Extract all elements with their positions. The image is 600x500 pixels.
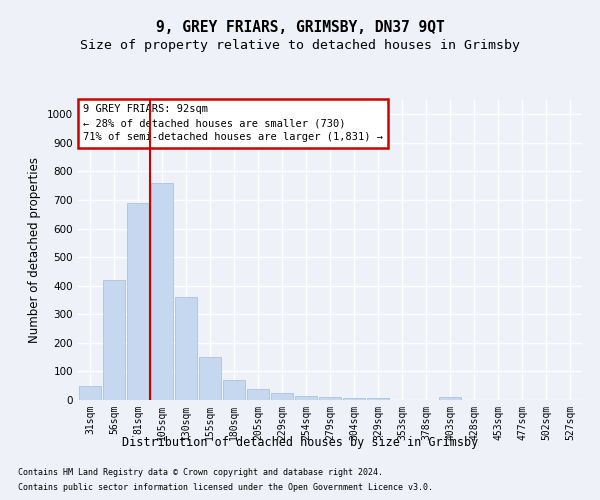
- Text: Contains public sector information licensed under the Open Government Licence v3: Contains public sector information licen…: [18, 483, 433, 492]
- Bar: [295, 396, 317, 400]
- Bar: [199, 357, 221, 400]
- Bar: [151, 183, 173, 400]
- Text: Size of property relative to detached houses in Grimsby: Size of property relative to detached ho…: [80, 38, 520, 52]
- Bar: [319, 396, 341, 400]
- Y-axis label: Number of detached properties: Number of detached properties: [28, 157, 41, 343]
- Text: 9 GREY FRIARS: 92sqm
← 28% of detached houses are smaller (730)
71% of semi-deta: 9 GREY FRIARS: 92sqm ← 28% of detached h…: [83, 104, 383, 142]
- Bar: [223, 380, 245, 400]
- Bar: [367, 398, 389, 400]
- Text: Distribution of detached houses by size in Grimsby: Distribution of detached houses by size …: [122, 436, 478, 449]
- Bar: [343, 398, 365, 400]
- Bar: [439, 397, 461, 400]
- Bar: [103, 280, 125, 400]
- Bar: [247, 388, 269, 400]
- Bar: [127, 203, 149, 400]
- Text: 9, GREY FRIARS, GRIMSBY, DN37 9QT: 9, GREY FRIARS, GRIMSBY, DN37 9QT: [155, 20, 445, 35]
- Bar: [271, 393, 293, 400]
- Text: Contains HM Land Registry data © Crown copyright and database right 2024.: Contains HM Land Registry data © Crown c…: [18, 468, 383, 477]
- Bar: [79, 386, 101, 400]
- Bar: [175, 297, 197, 400]
